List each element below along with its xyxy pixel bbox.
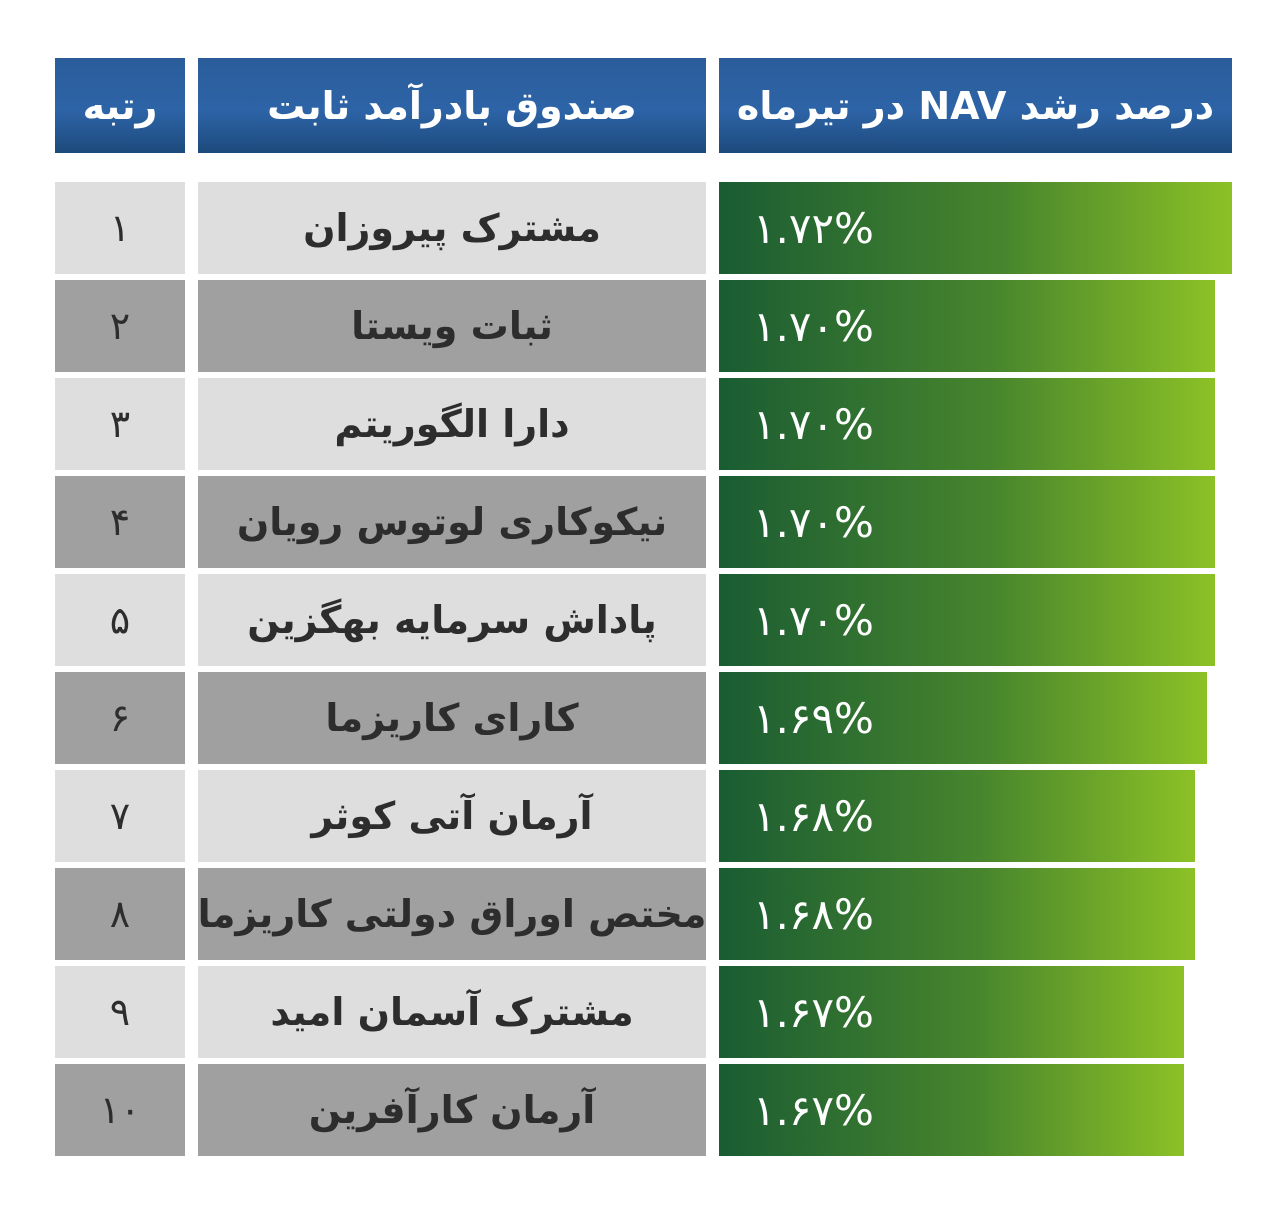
- nav-growth-bar: ۱.۶۹%: [719, 672, 1207, 764]
- nav-growth-bar: ۱.۶۷%: [719, 1064, 1184, 1156]
- fund-name-cell: کارای کاریزما: [198, 672, 706, 764]
- fund-name-cell: آرمان کارآفرین: [198, 1064, 706, 1156]
- rank-cell: ۴: [55, 476, 185, 568]
- fund-name-cell: دارا الگوریتم: [198, 378, 706, 470]
- fund-name-cell: آرمان آتی کوثر: [198, 770, 706, 862]
- bar-track: ۱.۶۷%: [719, 966, 1232, 1058]
- nav-growth-column-header: درصد رشد NAV در تیرماه: [719, 58, 1232, 153]
- rank-cell: ۳: [55, 378, 185, 470]
- rank-column-header: رتبه: [55, 58, 185, 153]
- bar-track: ۱.۶۸%: [719, 770, 1232, 862]
- fund-column-header-label: صندوق بادرآمد ثابت: [267, 83, 637, 128]
- rank-cell: ۵: [55, 574, 185, 666]
- bar-value-label: ۱.۶۸%: [753, 889, 874, 939]
- rank-cell: ۹: [55, 966, 185, 1058]
- nav-growth-column-header-label: درصد رشد NAV در تیرماه: [736, 83, 1215, 128]
- table-row: ۱ مشترک پیروزان ۱.۷۲%: [55, 182, 1232, 274]
- rank-cell: ۶: [55, 672, 185, 764]
- bar-value-label: ۱.۶۷%: [753, 1085, 874, 1135]
- table-row: ۲ ثبات ویستا ۱.۷۰%: [55, 280, 1230, 372]
- fund-column-header: صندوق بادرآمد ثابت: [198, 58, 706, 153]
- table-row: ۸ مختص اوراق دولتی کاریزما ۱.۶۸%: [55, 868, 1230, 960]
- bar-track: ۱.۶۸%: [719, 868, 1232, 960]
- bar-value-label: ۱.۷۰%: [753, 301, 874, 351]
- fund-name-cell: ثبات ویستا: [198, 280, 706, 372]
- rank-cell: ۱: [55, 182, 185, 274]
- nav-growth-bar: ۱.۶۸%: [719, 868, 1196, 960]
- table-body: ۱ مشترک پیروزان ۱.۷۲% ۲ ثبات ویستا ۱.۷۰%…: [55, 182, 1232, 1156]
- fund-name-cell: پاداش سرمایه بهگزین: [198, 574, 706, 666]
- bar-track: ۱.۷۰%: [719, 476, 1232, 568]
- nav-growth-bar: ۱.۷۰%: [719, 476, 1216, 568]
- bar-value-label: ۱.۷۲%: [753, 203, 874, 253]
- rank-cell: ۱۰: [55, 1064, 185, 1156]
- bar-value-label: ۱.۶۸%: [753, 791, 874, 841]
- table-header: رتبه صندوق بادرآمد ثابت درصد رشد NAV در …: [55, 58, 1232, 153]
- table-row: ۴ نیکوکاری لوتوس رویان ۱.۷۰%: [55, 476, 1230, 568]
- table-row: ۳ دارا الگوریتم ۱.۷۰%: [55, 378, 1230, 470]
- nav-growth-bar: ۱.۷۰%: [719, 574, 1216, 666]
- nav-growth-bar: ۱.۶۸%: [719, 770, 1196, 862]
- fund-name-cell: مشترک پیروزان: [198, 182, 706, 274]
- bar-value-label: ۱.۶۷%: [753, 987, 874, 1037]
- bar-value-label: ۱.۷۰%: [753, 399, 874, 449]
- rank-column-header-label: رتبه: [82, 83, 158, 128]
- table-row: ۹ مشترک آسمان امید ۱.۶۷%: [55, 966, 1230, 1058]
- fund-name-cell: مختص اوراق دولتی کاریزما: [198, 868, 706, 960]
- rank-cell: ۲: [55, 280, 185, 372]
- bar-value-label: ۱.۶۹%: [753, 693, 874, 743]
- bar-track: ۱.۶۹%: [719, 672, 1232, 764]
- bar-track: ۱.۷۰%: [719, 378, 1232, 470]
- bar-track: ۱.۷۲%: [719, 182, 1232, 274]
- bar-value-label: ۱.۷۰%: [753, 497, 874, 547]
- nav-growth-bar: ۱.۶۷%: [719, 966, 1184, 1058]
- fund-name-cell: مشترک آسمان امید: [198, 966, 706, 1058]
- table-row: ۷ آرمان آتی کوثر ۱.۶۸%: [55, 770, 1230, 862]
- table-row: ۱۰ آرمان کارآفرین ۱.۶۷%: [55, 1064, 1230, 1156]
- bar-track: ۱.۷۰%: [719, 280, 1232, 372]
- bar-track: ۱.۷۰%: [719, 574, 1232, 666]
- rank-cell: ۸: [55, 868, 185, 960]
- fund-name-cell: نیکوکاری لوتوس رویان: [198, 476, 706, 568]
- table-row: ۵ پاداش سرمایه بهگزین ۱.۷۰%: [55, 574, 1230, 666]
- bar-value-label: ۱.۷۰%: [753, 595, 874, 645]
- rank-cell: ۷: [55, 770, 185, 862]
- nav-growth-bar: ۱.۷۰%: [719, 378, 1216, 470]
- nav-growth-bar: ۱.۷۰%: [719, 280, 1216, 372]
- table-row: ۶ کارای کاریزما ۱.۶۹%: [55, 672, 1230, 764]
- nav-growth-bar: ۱.۷۲%: [719, 182, 1232, 274]
- bar-track: ۱.۶۷%: [719, 1064, 1232, 1156]
